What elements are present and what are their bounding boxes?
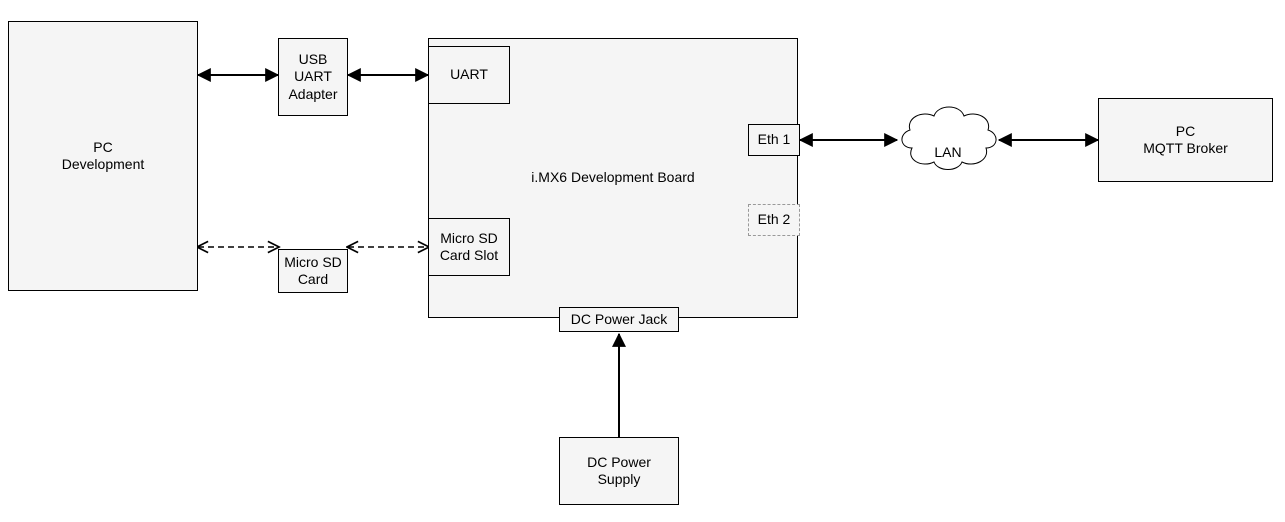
diagram-canvas: PC Development i.MX6 Development Board U…	[0, 0, 1285, 522]
node-pc-mqtt-broker-label: PC MQTT Broker	[1143, 123, 1228, 158]
node-dc-power-supply-label: DC Power Supply	[587, 454, 651, 489]
node-lan-label-wrap: LAN	[898, 128, 998, 160]
node-pc-mqtt-broker: PC MQTT Broker	[1098, 98, 1273, 182]
node-pc-development: PC Development	[8, 21, 198, 291]
node-pc-development-label: PC Development	[62, 139, 145, 174]
node-eth2-label: Eth 2	[758, 211, 791, 229]
node-usb-uart-adapter: USB UART Adapter	[278, 38, 348, 116]
node-eth1: Eth 1	[748, 124, 800, 156]
node-imx6-board-label: i.MX6 Development Board	[531, 169, 694, 187]
node-uart-label: UART	[450, 66, 488, 84]
node-micro-sd-slot-label: Micro SD Card Slot	[440, 230, 498, 265]
node-micro-sd-card: Micro SD Card	[278, 249, 348, 293]
node-uart: UART	[428, 46, 510, 104]
node-micro-sd-card-label: Micro SD Card	[284, 254, 342, 289]
node-dc-power-jack-label: DC Power Jack	[571, 311, 667, 329]
node-micro-sd-slot: Micro SD Card Slot	[428, 218, 510, 276]
node-dc-power-supply: DC Power Supply	[559, 437, 679, 505]
node-eth2: Eth 2	[748, 204, 800, 236]
node-usb-uart-adapter-label: USB UART Adapter	[288, 51, 337, 104]
node-eth1-label: Eth 1	[758, 131, 791, 149]
node-lan-label: LAN	[934, 144, 961, 160]
node-dc-power-jack: DC Power Jack	[559, 307, 679, 332]
